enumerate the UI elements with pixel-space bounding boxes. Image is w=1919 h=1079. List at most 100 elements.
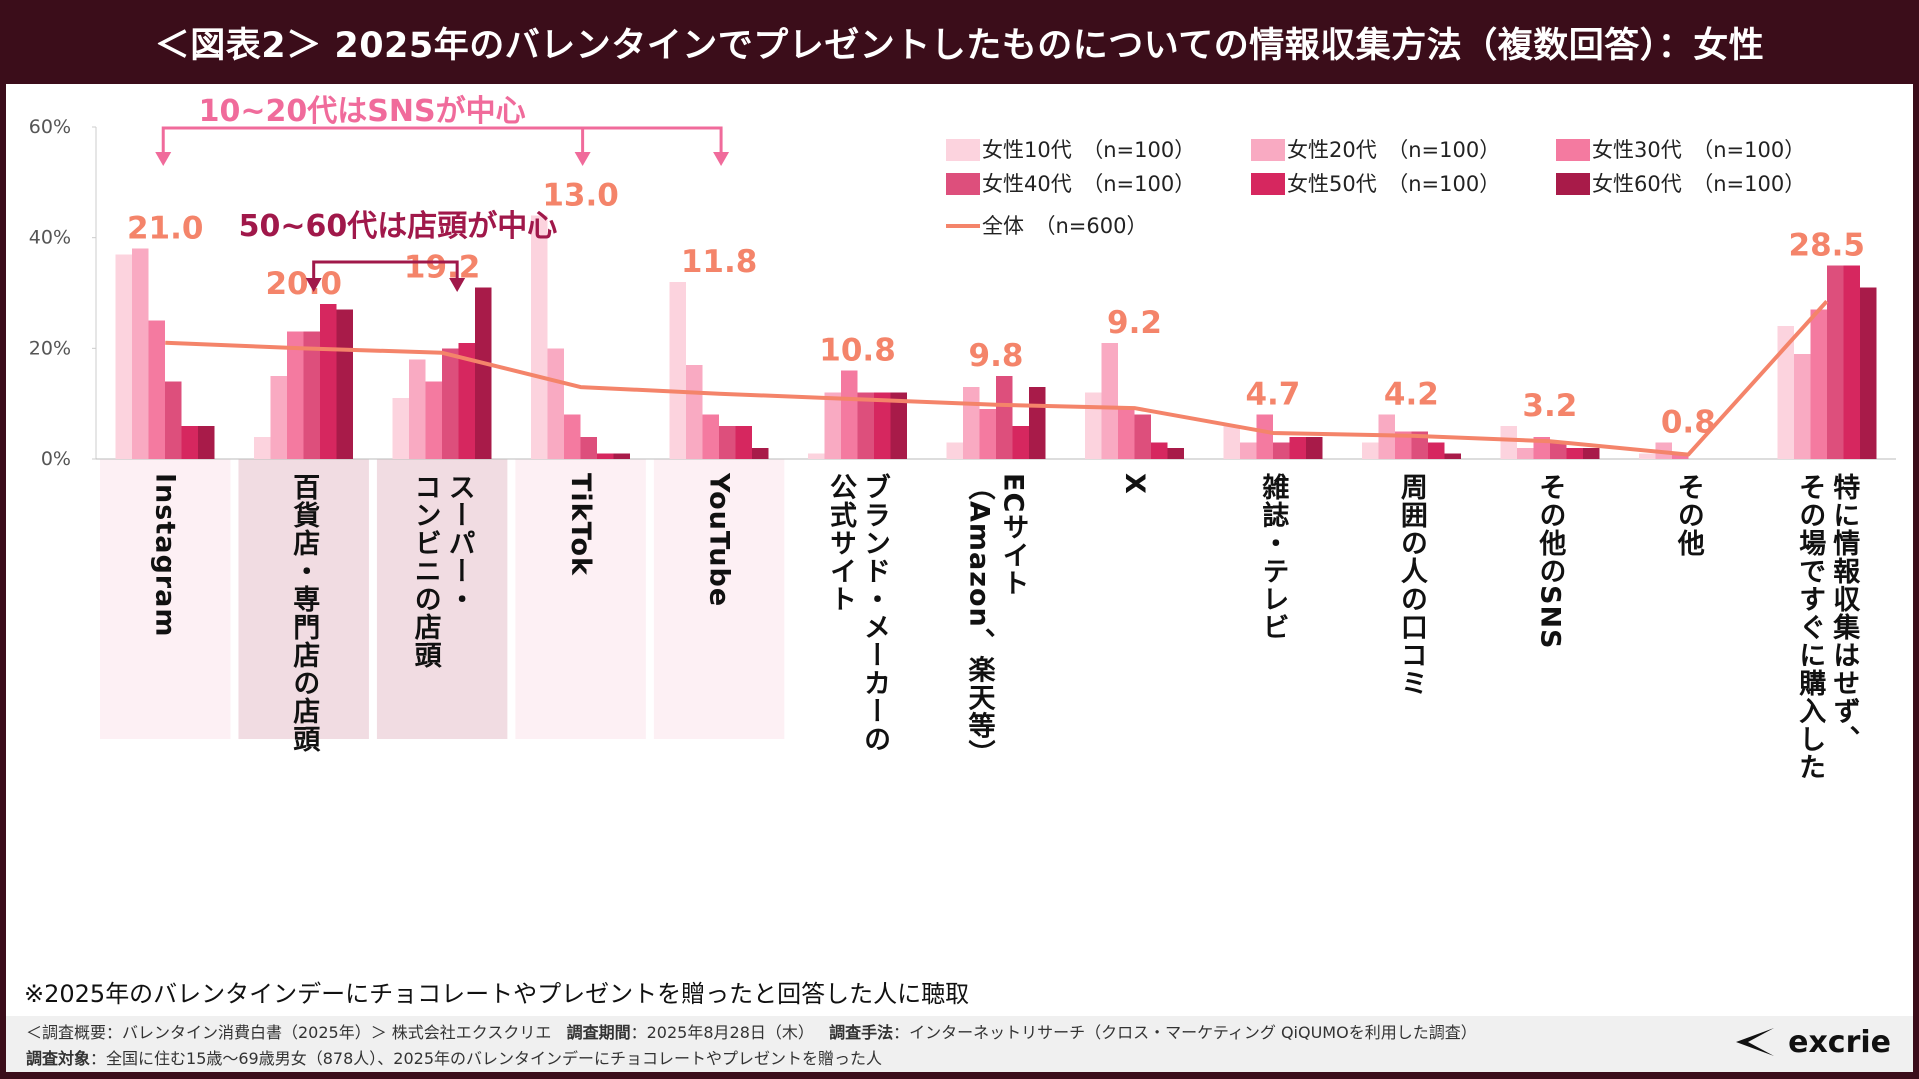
legend-label: 女性50代 （n=100）: [1287, 172, 1500, 196]
total-data-label: 0.8: [1661, 404, 1716, 440]
sns-arrow-icon: [155, 152, 172, 166]
category-label: ECサイト: [998, 473, 1029, 597]
total-data-label: 21.0: [127, 211, 204, 247]
footer: ＜調査概要：バレンタイン消費白書（2025年）＞ 株式会社エクスクリエ 調査期間…: [6, 1016, 1913, 1072]
category-highlight: [100, 459, 231, 739]
bar: [564, 414, 581, 459]
bar: [1305, 436, 1323, 459]
bar: [1029, 387, 1046, 459]
total-data-label: 10.8: [819, 332, 896, 368]
target-label: 調査対象: [26, 1049, 91, 1068]
store-bracket: [312, 260, 459, 282]
category-label: コンビニの店頭: [410, 473, 442, 669]
total-data-label: 4.2: [1384, 377, 1439, 413]
category-label: （Amazon、楽天等）: [964, 473, 996, 768]
total-data-label: 13.0: [542, 178, 619, 214]
sns-annotation: 10~20代はSNSが中心: [199, 94, 526, 129]
total-data-label: 9.8: [969, 338, 1024, 374]
category-label: 雑誌・テレビ: [1257, 472, 1290, 641]
bar: [1566, 447, 1583, 459]
store-arrow-icon: [449, 278, 466, 292]
bar: [1272, 442, 1290, 459]
bar: [1777, 326, 1794, 459]
bar: [1167, 447, 1184, 459]
bar: [1810, 309, 1827, 459]
bar: [1859, 287, 1877, 459]
bar: [824, 392, 842, 459]
bar: [409, 359, 426, 459]
bar: [1582, 447, 1600, 459]
legend-label: 女性40代 （n=100）: [982, 172, 1195, 196]
legend-swatch: [1251, 173, 1285, 195]
bar: [857, 392, 875, 459]
bar: [1427, 442, 1445, 459]
bar: [1101, 342, 1118, 459]
total-data-label: 3.2: [1522, 388, 1577, 424]
bar: [669, 281, 687, 459]
bar: [702, 414, 720, 459]
bar: [458, 342, 476, 459]
store-annotation: 50~60代は店頭が中心: [239, 209, 558, 244]
bar: [425, 381, 443, 459]
y-tick-label: 0%: [41, 448, 71, 470]
logo-text: excrie: [1788, 1024, 1891, 1060]
category-highlight: [515, 459, 646, 739]
bar: [1239, 442, 1257, 459]
bar: [1793, 353, 1811, 459]
category-label: その場ですぐに購入した: [1794, 473, 1826, 781]
bar: [303, 331, 321, 459]
footer-target-line: 調査対象：全国に住む15歳～69歳男女（878人）、2025年のバレンタインデー…: [26, 1045, 882, 1069]
bar: [1549, 442, 1567, 459]
bar: [1500, 425, 1517, 459]
survey-summary: ＜調査概要：バレンタイン消費白書（2025年）＞ 株式会社エクスクリエ: [26, 1023, 552, 1042]
bar: [198, 425, 215, 459]
sns-arrow-icon: [574, 152, 591, 166]
bar: [735, 425, 753, 459]
category-label: YouTube: [704, 472, 735, 607]
bar: [181, 425, 199, 459]
excrie-logo: excrie: [1734, 1024, 1891, 1060]
bar: [132, 248, 149, 459]
method-value: ：インターネットリサーチ（クロス・マーケティング QiQUMOを利用した調査）: [893, 1023, 1477, 1042]
y-tick-label: 60%: [29, 116, 71, 138]
bar: [890, 392, 908, 459]
category-label: 百貨店・専門店の店頭: [288, 473, 320, 753]
category-label: その他: [1673, 473, 1706, 557]
bar: [719, 425, 736, 459]
category-highlight: [238, 459, 369, 739]
excrie-logo-mark-icon: [1736, 1028, 1775, 1056]
target-value: ：全国に住む15歳～69歳男女（878人）、2025年のバレンタインデーにチョコ…: [90, 1049, 882, 1068]
chart-note: ※2025年のバレンタインデーにチョコレートやプレゼントを贈ったと回答した人に聴…: [24, 980, 970, 1008]
bar: [963, 387, 980, 459]
total-data-label: 28.5: [1789, 227, 1866, 263]
bar: [1444, 453, 1461, 459]
bar: [1117, 409, 1135, 459]
category-label: Instagram: [150, 473, 181, 637]
bar: [1012, 425, 1029, 459]
bar: [1826, 265, 1844, 459]
page-title: ＜図表2＞ 2025年のバレンタインでプレゼントしたものについての情報収集方法（…: [0, 0, 1919, 84]
bar: [320, 304, 337, 459]
bar: [287, 331, 304, 459]
category-label: その他のSNS: [1534, 473, 1567, 650]
bar: [1843, 265, 1860, 459]
bar: [874, 392, 891, 459]
total-data-label: 11.8: [681, 244, 758, 280]
bar: [1223, 425, 1240, 459]
bar: [254, 436, 271, 459]
total-data-label: 19.2: [404, 249, 481, 285]
legend-label: 女性20代 （n=100）: [1287, 138, 1500, 162]
bar: [686, 364, 703, 459]
bar: [148, 320, 166, 459]
bar: [808, 453, 825, 459]
bar: [1361, 442, 1379, 459]
total-line: [165, 299, 1829, 457]
bar: [442, 348, 459, 459]
bar: [270, 376, 288, 459]
bar: [1289, 436, 1306, 459]
category-label: 周囲の人の口コミ: [1396, 473, 1428, 697]
bar: [597, 453, 614, 459]
period-label: 調査期間: [566, 1023, 631, 1042]
bar: [531, 215, 548, 459]
legend-label: 女性60代 （n=100）: [1592, 172, 1805, 196]
